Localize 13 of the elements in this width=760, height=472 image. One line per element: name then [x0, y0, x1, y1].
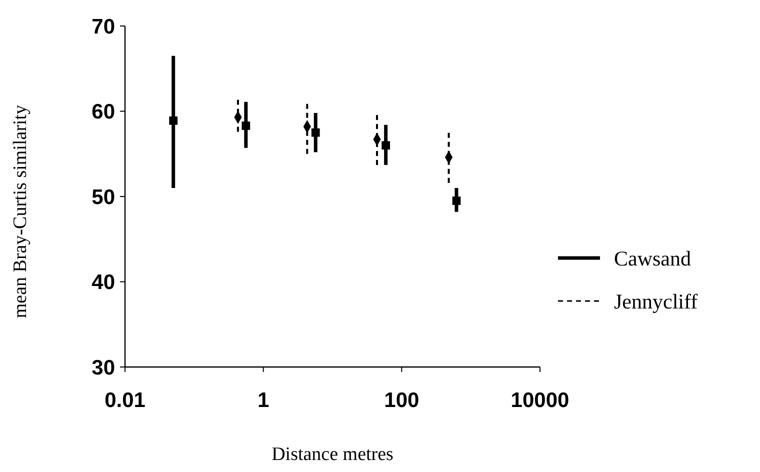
- legend-label: Jennycliff: [614, 289, 698, 314]
- legend-label: Cawsand: [614, 246, 692, 270]
- y-tick-label: 40: [92, 271, 115, 294]
- y-axis-title: mean Bray-Curtis similarity: [10, 104, 31, 318]
- x-tick-label: 1: [257, 389, 270, 412]
- x-tick-label: 0.01: [104, 389, 146, 412]
- y-tick-label: 60: [92, 100, 115, 124]
- y-tick-label: 70: [92, 15, 115, 38]
- x-tick-label: 10000: [510, 389, 570, 412]
- x-tick-label: 100: [384, 389, 420, 412]
- y-tick-label: 50: [92, 186, 115, 209]
- x-axis-title: Distance metres: [272, 444, 394, 465]
- y-tick-label: 30: [92, 356, 115, 380]
